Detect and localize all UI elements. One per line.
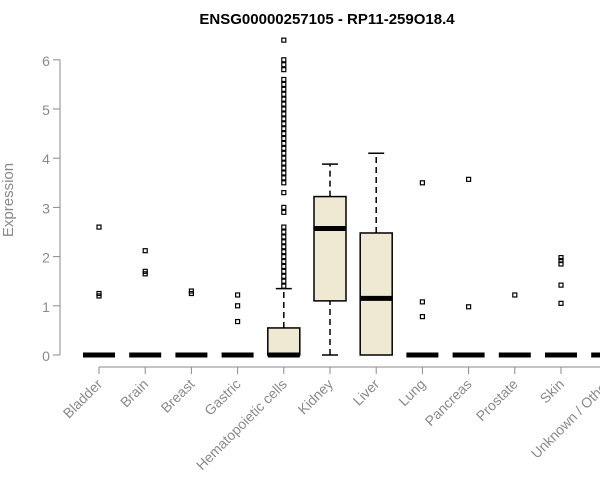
y-tick-label: 5 xyxy=(42,102,50,118)
x-tick-label: Brain xyxy=(117,376,151,410)
box-group xyxy=(129,248,162,358)
x-tick-label: Skin xyxy=(537,376,568,407)
outlier-point xyxy=(281,86,287,92)
plot-area xyxy=(83,37,600,358)
outlier-point xyxy=(281,165,287,171)
y-tick-label: 3 xyxy=(42,200,50,216)
outlier-point xyxy=(142,268,148,274)
y-tick-label: 2 xyxy=(42,250,50,266)
box-group xyxy=(175,288,208,358)
outlier-point xyxy=(96,224,102,230)
x-tick-label: Hematopoietic cells xyxy=(193,376,290,473)
outlier-point xyxy=(281,180,287,186)
box-group xyxy=(406,180,439,358)
outlier-point xyxy=(281,249,287,255)
chart-title: ENSG00000257105 - RP11-259O18.4 xyxy=(199,11,455,28)
y-tick-label: 6 xyxy=(42,53,50,69)
outlier-point xyxy=(281,155,287,161)
outlier-point xyxy=(281,121,287,127)
outlier-point xyxy=(281,170,287,176)
outlier-point xyxy=(281,62,287,68)
outlier-point xyxy=(281,224,287,230)
box-group xyxy=(313,163,347,356)
outlier-point xyxy=(466,304,472,310)
outlier-point xyxy=(235,318,241,325)
x-tick-label: Breast xyxy=(158,376,198,416)
outlier-point xyxy=(281,234,287,240)
x-tick-label: Pancreas xyxy=(422,376,475,429)
box-iqr xyxy=(267,327,301,356)
outlier-point xyxy=(281,91,287,97)
outlier-point xyxy=(235,303,241,309)
box-group xyxy=(83,224,115,358)
outlier-point xyxy=(419,180,425,186)
outlier-point xyxy=(558,282,564,288)
outlier-point xyxy=(96,290,102,297)
outlier-point xyxy=(281,135,287,142)
y-axis: 0 1 2 3 4 5 6 xyxy=(42,53,61,364)
outlier-point xyxy=(281,96,287,102)
outlier-point xyxy=(281,283,287,289)
outlier-point xyxy=(281,273,287,279)
outlier-point xyxy=(281,150,287,156)
outlier-point xyxy=(281,244,287,250)
outlier-point xyxy=(281,116,287,122)
outlier-point xyxy=(188,288,194,294)
outlier-point xyxy=(281,140,287,147)
outlier-point xyxy=(281,278,287,284)
outlier-point xyxy=(281,263,287,270)
outlier-point xyxy=(281,111,287,117)
y-tick-label: 4 xyxy=(42,151,50,167)
outlier-point xyxy=(558,300,564,306)
outlier-point xyxy=(281,239,287,245)
x-tick-label: Prostate xyxy=(473,376,521,424)
outlier-point xyxy=(281,190,287,196)
box-group xyxy=(267,37,301,358)
box-iqr xyxy=(313,195,347,302)
outlier-point xyxy=(419,314,425,320)
outlier-point xyxy=(281,229,287,235)
outlier-point xyxy=(281,101,287,107)
outlier-point xyxy=(142,248,148,254)
box-group xyxy=(359,152,393,356)
y-tick-label: 1 xyxy=(42,299,50,315)
y-tick-label: 0 xyxy=(42,348,50,364)
outlier-point xyxy=(281,81,287,88)
outlier-point xyxy=(281,145,287,151)
outlier-point xyxy=(281,160,287,166)
box-group xyxy=(545,254,577,358)
outlier-point xyxy=(558,254,564,261)
outlier-point xyxy=(235,292,241,298)
outlier-point xyxy=(558,257,564,264)
box-group xyxy=(452,176,485,358)
outlier-point xyxy=(419,299,425,305)
outlier-point xyxy=(281,131,287,137)
outlier-point xyxy=(281,175,287,181)
outlier-point xyxy=(281,106,287,112)
box-group xyxy=(591,352,600,358)
y-axis-label: Expression xyxy=(0,163,17,237)
outlier-point xyxy=(281,67,287,73)
outlier-point xyxy=(281,254,287,260)
x-tick-label: Kidney xyxy=(295,376,337,418)
outlier-point xyxy=(281,258,287,265)
outlier-point xyxy=(512,292,518,298)
box-group xyxy=(221,292,254,358)
x-tick-label: Gastric xyxy=(201,376,244,419)
x-tick-label: Liver xyxy=(350,376,383,409)
outlier-point xyxy=(281,76,287,83)
box-group xyxy=(498,292,531,358)
outlier-point xyxy=(281,126,287,132)
outlier-point xyxy=(281,204,287,210)
outlier-point xyxy=(281,209,287,215)
outlier-point xyxy=(281,37,287,43)
x-tick-label: Bladder xyxy=(60,376,106,422)
outlier-point xyxy=(281,268,287,274)
outlier-point xyxy=(466,176,472,182)
box-iqr xyxy=(359,232,393,356)
x-tick-label: Lung xyxy=(395,376,428,409)
outlier-point xyxy=(281,57,287,63)
